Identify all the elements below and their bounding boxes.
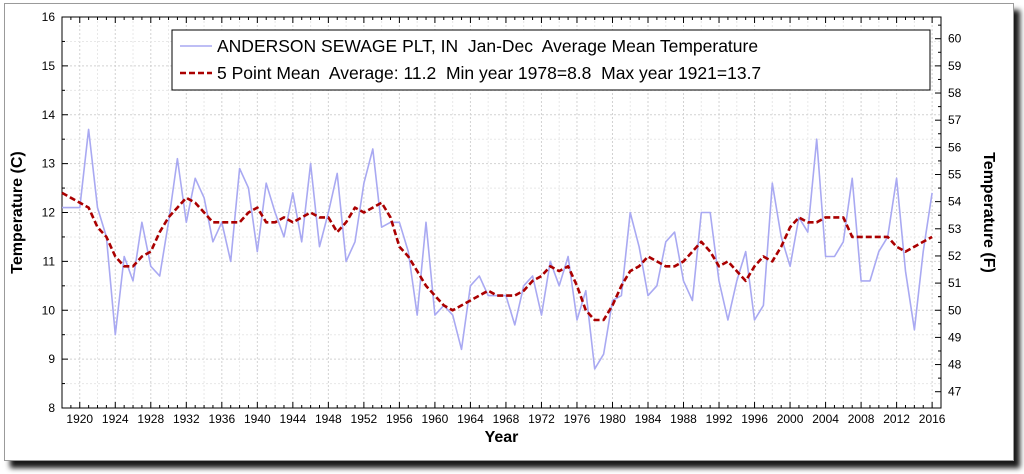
x-tick-label: 1968 bbox=[493, 412, 520, 426]
x-tick-label: 1948 bbox=[315, 412, 342, 426]
x-tick-label: 1952 bbox=[351, 412, 378, 426]
x-tick-label: 1924 bbox=[102, 412, 129, 426]
y-tick-label-right: 52 bbox=[948, 249, 962, 263]
y-tick-label-left: 16 bbox=[42, 10, 56, 24]
y-tick-label-right: 56 bbox=[948, 140, 962, 154]
y-tick-label-left: 13 bbox=[42, 157, 56, 171]
y-tick-label-left: 12 bbox=[42, 206, 56, 220]
x-tick-label: 1980 bbox=[599, 412, 626, 426]
series-line-mean bbox=[61, 191, 933, 322]
y-tick-label-right: 59 bbox=[948, 59, 962, 73]
y-tick-label-right: 55 bbox=[948, 167, 962, 181]
x-tick-label: 1920 bbox=[66, 412, 93, 426]
x-tick-label: 1992 bbox=[706, 412, 733, 426]
series-layer bbox=[61, 128, 933, 370]
x-tick-label: 1940 bbox=[244, 412, 271, 426]
x-tick-label: 2008 bbox=[848, 412, 875, 426]
x-tick-label: 2000 bbox=[777, 412, 804, 426]
y-tick-label-right: 53 bbox=[948, 222, 962, 236]
y-tick-label-left: 10 bbox=[42, 303, 56, 317]
legend: ANDERSON SEWAGE PLT, IN Jan-Dec Average … bbox=[171, 29, 931, 91]
y-tick-label-right: 60 bbox=[948, 32, 962, 46]
x-tick-label: 1972 bbox=[528, 412, 555, 426]
y-tick-label-right: 48 bbox=[948, 358, 962, 372]
y-tick-label-right: 50 bbox=[948, 303, 962, 317]
x-tick-label: 1976 bbox=[564, 412, 591, 426]
x-tick-label: 1964 bbox=[457, 412, 484, 426]
y-tick-label-left: 11 bbox=[43, 254, 56, 268]
axes-layer: 1920 1924 1928 1932 1936 1940 1944 1948 1952 1956… bbox=[42, 10, 962, 426]
y-tick-label-left: 9 bbox=[48, 352, 55, 366]
legend-label-raw: ANDERSON SEWAGE PLT, IN Jan-Dec Average … bbox=[217, 36, 758, 56]
x-tick-label: 1984 bbox=[635, 412, 662, 426]
x-tick-label: 1996 bbox=[741, 412, 768, 426]
y-axis-title-right: Temperature (F) bbox=[980, 152, 997, 273]
legend-box bbox=[171, 29, 931, 91]
x-tick-label: 2016 bbox=[919, 412, 946, 426]
y-tick-label-right: 54 bbox=[948, 195, 962, 209]
y-axis-title-left: Temperature (C) bbox=[9, 151, 26, 273]
x-tick-label: 1936 bbox=[208, 412, 235, 426]
y-tick-label-right: 47 bbox=[948, 385, 962, 399]
x-tick-label: 1944 bbox=[279, 412, 306, 426]
x-tick-label: 1932 bbox=[173, 412, 200, 426]
y-tick-label-left: 8 bbox=[48, 401, 55, 415]
y-tick-label-right: 57 bbox=[948, 113, 962, 127]
y-tick-label-left: 14 bbox=[42, 108, 56, 122]
y-tick-label-right: 51 bbox=[948, 276, 962, 290]
y-tick-label-left: 15 bbox=[42, 59, 56, 73]
x-tick-label: 1956 bbox=[386, 412, 413, 426]
x-tick-label: 1960 bbox=[422, 412, 449, 426]
x-tick-label: 2012 bbox=[883, 412, 910, 426]
y-tick-label-right: 58 bbox=[948, 86, 962, 100]
y-tick-label-right: 49 bbox=[948, 330, 962, 344]
series-line-raw bbox=[62, 128, 933, 370]
x-tick-label: 1988 bbox=[670, 412, 697, 426]
legend-label-mean: 5 Point Mean Average: 11.2 Min year 1978… bbox=[217, 63, 761, 83]
x-tick-label: 1928 bbox=[137, 412, 164, 426]
x-axis-title: Year bbox=[485, 429, 519, 446]
x-tick-label: 2004 bbox=[812, 412, 839, 426]
